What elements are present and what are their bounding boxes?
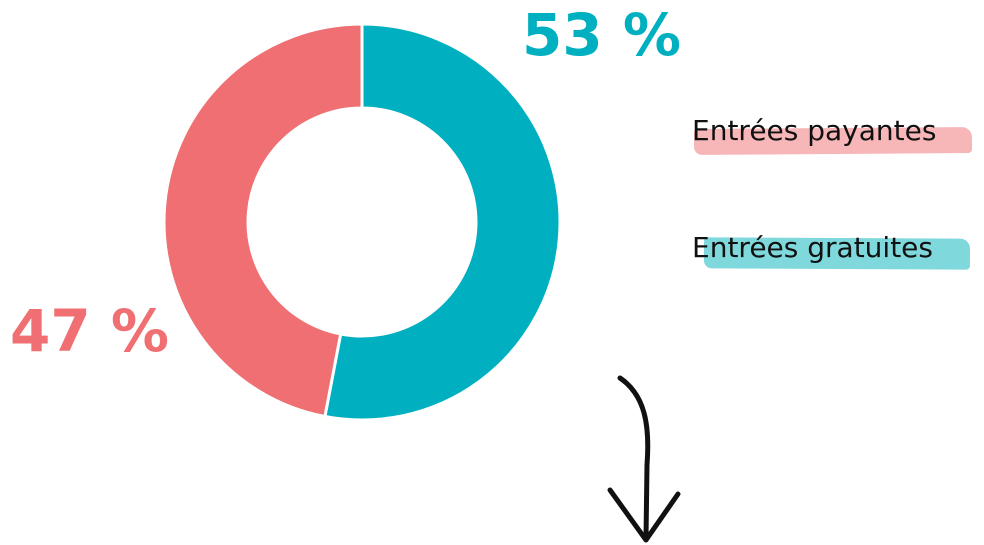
legend-label-entrees-payantes: Entrées payantes	[692, 114, 937, 147]
legend-item-entrees-payantes: Entrées payantes	[692, 111, 973, 155]
value-label-entrees-payantes: 47 %	[10, 297, 170, 365]
legend-item-entrees-gratuites: Entrées gratuites	[692, 228, 971, 270]
down-arrow-icon	[607, 375, 681, 543]
legend-label-entrees-gratuites: Entrées gratuites	[692, 231, 933, 264]
slice-entrees-gratuites	[323, 22, 562, 422]
slice-entrees-payantes	[162, 22, 364, 419]
value-label-entrees-gratuites: 53 %	[522, 1, 682, 69]
